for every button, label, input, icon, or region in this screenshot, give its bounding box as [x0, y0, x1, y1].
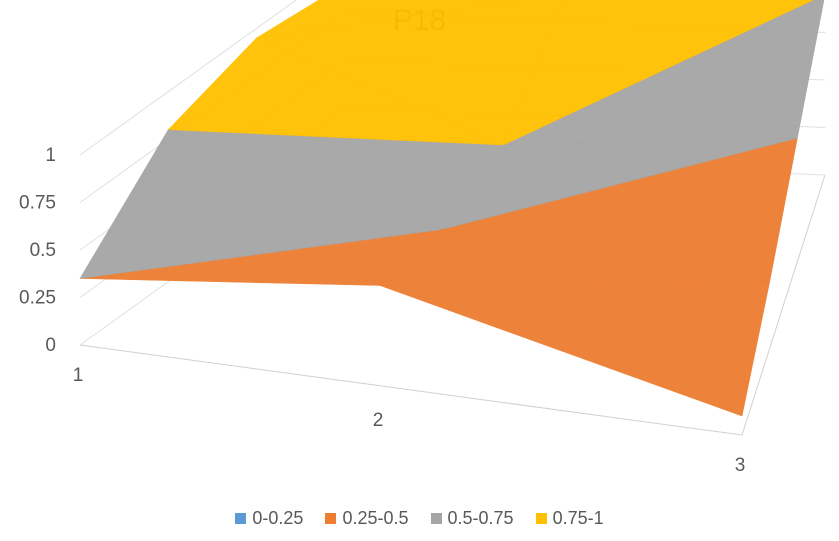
legend-item: 0.25-0.5 [325, 508, 409, 529]
surface-facet [167, 37, 504, 146]
legend-item: 0.5-0.75 [430, 508, 514, 529]
legend-label: 0.25-0.5 [342, 508, 409, 528]
x-tick-label: 3 [735, 455, 746, 476]
z-tick-label: 0.75 [19, 193, 56, 214]
x-tick-label: 2 [373, 410, 384, 431]
gridline [79, 0, 298, 156]
legend-label: 0-0.25 [252, 508, 304, 528]
z-tick-label: 0.25 [19, 288, 56, 309]
legend-swatch [535, 513, 547, 524]
legend-label: 0.5-0.75 [447, 508, 514, 528]
legend-swatch [235, 513, 247, 524]
x-axis-ticks: 1 2 3 [73, 365, 746, 476]
z-tick-label: 0.5 [30, 240, 56, 261]
floor-edge [79, 174, 826, 436]
z-tick-label: 1 [45, 145, 56, 166]
surface-plot [79, 0, 825, 417]
legend-item: 0-0.25 [235, 508, 303, 529]
surface-facet [379, 281, 771, 417]
surface-facet [379, 229, 770, 286]
legend-swatch [430, 513, 442, 524]
surface-facet [79, 129, 442, 279]
legend: 0-0.25 0.25-0.5 0.5-0.75 0.75-1 [0, 508, 839, 529]
surface-facet [256, 0, 525, 39]
surface-facet [440, 137, 798, 230]
legend-item: 0.75-1 [535, 508, 604, 529]
x-tick-label: 1 [73, 365, 84, 386]
legend-label: 0.75-1 [552, 508, 604, 528]
surface-facet [502, 0, 814, 146]
legend-swatch [325, 513, 337, 524]
z-axis-ticks: 0 0.25 0.5 0.75 1 [19, 145, 56, 356]
z-tick-label: 0 [45, 335, 56, 356]
